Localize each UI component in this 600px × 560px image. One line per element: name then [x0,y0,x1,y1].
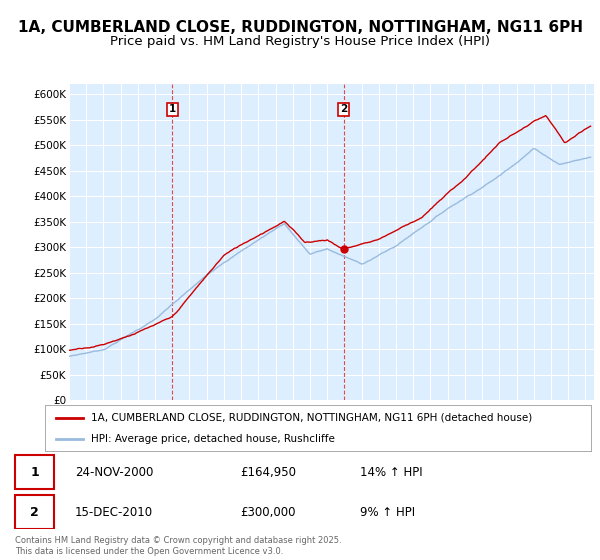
FancyBboxPatch shape [15,495,54,529]
Text: Contains HM Land Registry data © Crown copyright and database right 2025.
This d: Contains HM Land Registry data © Crown c… [15,536,341,556]
FancyBboxPatch shape [15,455,54,489]
Text: 1A, CUMBERLAND CLOSE, RUDDINGTON, NOTTINGHAM, NG11 6PH: 1A, CUMBERLAND CLOSE, RUDDINGTON, NOTTIN… [17,20,583,35]
Text: HPI: Average price, detached house, Rushcliffe: HPI: Average price, detached house, Rush… [91,435,335,444]
Text: 14% ↑ HPI: 14% ↑ HPI [360,465,422,478]
Text: 1: 1 [169,104,176,114]
Text: 1: 1 [31,465,39,478]
Text: 24-NOV-2000: 24-NOV-2000 [75,465,154,478]
Text: £300,000: £300,000 [240,506,296,519]
Text: 1A, CUMBERLAND CLOSE, RUDDINGTON, NOTTINGHAM, NG11 6PH (detached house): 1A, CUMBERLAND CLOSE, RUDDINGTON, NOTTIN… [91,413,533,423]
Text: 2: 2 [31,506,39,519]
Text: Price paid vs. HM Land Registry's House Price Index (HPI): Price paid vs. HM Land Registry's House … [110,35,490,48]
Text: £164,950: £164,950 [240,465,296,478]
Text: 2: 2 [340,104,347,114]
Text: 15-DEC-2010: 15-DEC-2010 [75,506,153,519]
Text: 9% ↑ HPI: 9% ↑ HPI [360,506,415,519]
